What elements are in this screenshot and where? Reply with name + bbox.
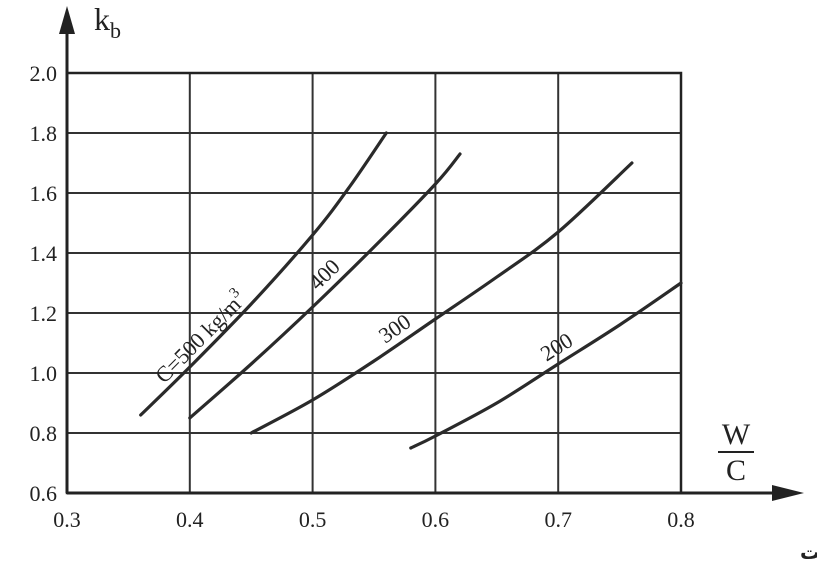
y-axis-label-main: k	[94, 1, 110, 37]
plot-frame	[65, 71, 683, 495]
grid	[66, 72, 682, 494]
y-tick-label: 0.6	[30, 481, 58, 506]
x-tick-labels: 0.3 0.4 0.5 0.6 0.7 0.8	[53, 507, 695, 532]
x-tick-label: 0.6	[422, 507, 450, 532]
x-tick-label: 0.7	[544, 507, 572, 532]
y-axis-label-sub: b	[110, 18, 121, 43]
series-label-2: 300	[374, 309, 415, 348]
y-axis-label: kb	[94, 1, 121, 43]
x-axis-arabic-caption: نسبة الماء إلى الإسمنت	[800, 540, 817, 564]
y-tick-label: 1.4	[30, 241, 58, 266]
x-axis-label-numerator: W	[722, 418, 751, 451]
plot-border	[65, 71, 683, 495]
x-axis-label-denominator: C	[726, 454, 746, 487]
series-line-2	[249, 161, 634, 435]
y-tick-label: 1.0	[30, 361, 58, 386]
x-axis-arrow	[772, 485, 804, 501]
y-tick-label: 0.8	[30, 421, 58, 446]
axes	[59, 6, 804, 501]
series-lines	[139, 131, 683, 450]
y-tick-labels: 0.6 0.8 1.0 1.2 1.4 1.6 1.8 2.0	[30, 61, 58, 506]
series-label-1: 400	[304, 254, 345, 295]
y-tick-label: 2.0	[30, 61, 58, 86]
y-tick-label: 1.2	[30, 301, 58, 326]
series-label-text: 400	[304, 254, 345, 295]
y-axis-arrow	[59, 6, 75, 34]
y-tick-label: 1.6	[30, 181, 58, 206]
x-tick-label: 0.5	[299, 507, 327, 532]
x-tick-label: 0.8	[667, 507, 695, 532]
x-tick-label: 0.4	[176, 507, 204, 532]
x-tick-label: 0.3	[53, 507, 81, 532]
series-line-1	[188, 152, 462, 420]
series-label-3: 200	[536, 327, 577, 366]
series-label-text: 300	[374, 309, 415, 348]
y-tick-label: 1.8	[30, 121, 58, 146]
series-line-0	[139, 131, 388, 417]
series-line-3	[409, 281, 683, 450]
series-label-text: 200	[536, 327, 577, 366]
